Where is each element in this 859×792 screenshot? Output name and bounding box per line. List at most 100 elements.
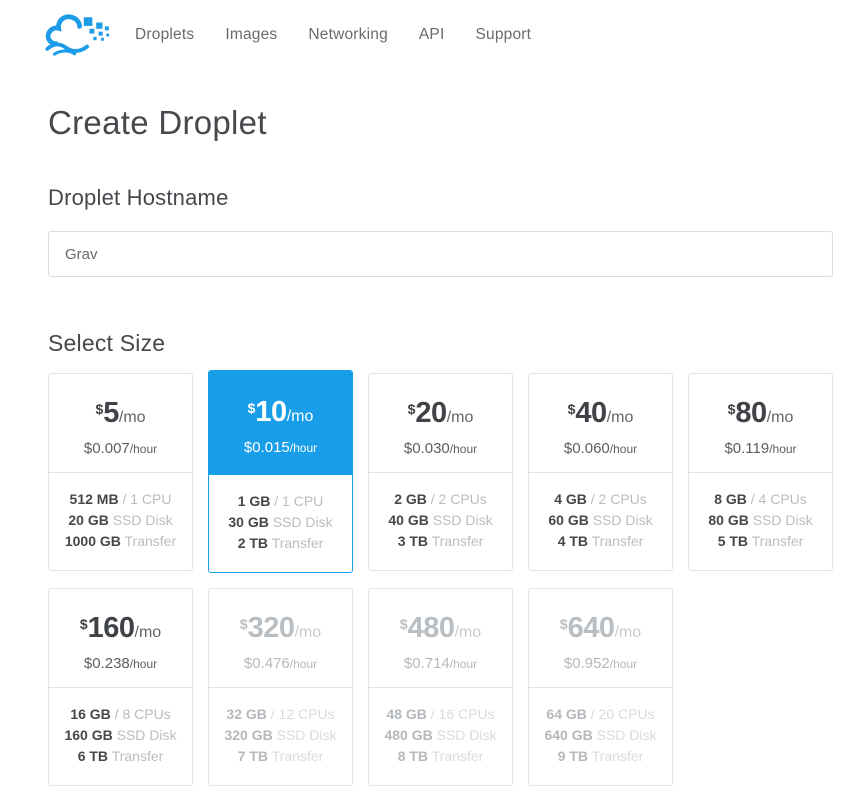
- spec-ram-cpu: 2 GB / 2 CPUs: [375, 489, 506, 510]
- price-period: /mo: [118, 409, 146, 426]
- nav-item-networking[interactable]: Networking: [308, 26, 388, 43]
- size-card[interactable]: $20/mo $0.030/hour 2 GB / 2 CPUs 40 GB S…: [368, 373, 513, 571]
- spec-value: 5 TB: [717, 533, 749, 549]
- hourly-amount: $0.119: [724, 440, 770, 457]
- hourly-amount: $0.007: [83, 440, 130, 457]
- spec-transfer: 1000 GB Transfer: [55, 531, 186, 552]
- hourly-price: $0.015/hour: [209, 439, 352, 457]
- monthly-price: $320/mo: [209, 613, 352, 648]
- size-card[interactable]: $80/mo $0.119/hour 8 GB / 4 CPUs 80 GB S…: [688, 373, 833, 571]
- price-amount: 20: [415, 397, 447, 429]
- hourly-price: $0.714/hour: [369, 655, 512, 673]
- spec-disk: 60 GB SSD Disk: [535, 510, 666, 531]
- hourly-period: /hour: [129, 442, 158, 456]
- spec-label: SSD Disk: [272, 514, 333, 530]
- size-card[interactable]: $10/mo $0.015/hour 1 GB / 1 CPU 30 GB SS…: [208, 370, 353, 573]
- spec-value: 6 TB: [77, 748, 109, 764]
- wave-icon: [45, 42, 90, 53]
- spec-label: Transfer: [111, 748, 164, 764]
- hourly-period: /hour: [289, 441, 318, 455]
- price-period: /mo: [134, 624, 162, 641]
- price-period: /mo: [614, 624, 642, 641]
- monthly-price: $5/mo: [49, 398, 192, 433]
- price-amount: 10: [255, 396, 287, 428]
- size-card[interactable]: $160/mo $0.238/hour 16 GB / 8 CPUs 160 G…: [48, 588, 193, 786]
- price-period: /mo: [766, 409, 794, 426]
- spec-label: / 4 CPUs: [750, 491, 807, 507]
- size-price-area: $20/mo $0.030/hour: [369, 374, 512, 472]
- hourly-amount: $0.060: [563, 440, 610, 457]
- hourly-price: $0.952/hour: [529, 655, 672, 673]
- size-price-area: $320/mo $0.476/hour: [209, 589, 352, 687]
- spec-label: Transfer: [431, 748, 484, 764]
- monthly-price: $80/mo: [689, 398, 832, 433]
- spec-value: 3 TB: [397, 533, 429, 549]
- hourly-period: /hour: [609, 442, 638, 456]
- spec-label: / 2 CPUs: [590, 491, 647, 507]
- spec-disk: 320 GB SSD Disk: [215, 725, 346, 746]
- hostname-heading: Droplet Hostname: [48, 185, 229, 210]
- spec-value: 8 GB: [714, 491, 747, 507]
- price-period: /mo: [286, 408, 314, 425]
- currency-symbol: $: [407, 401, 416, 417]
- price-amount: 640: [567, 612, 615, 644]
- wave-icon-2: [52, 49, 77, 56]
- select-size-heading: Select Size: [48, 330, 166, 356]
- spec-value: 64 GB: [546, 706, 587, 722]
- spec-transfer: 2 TB Transfer: [215, 533, 346, 554]
- spec-value: 8 TB: [397, 748, 429, 764]
- size-specs: 32 GB / 12 CPUs 320 GB SSD Disk 7 TB Tra…: [209, 687, 352, 785]
- spec-label: / 12 CPUs: [270, 706, 335, 722]
- hostname-input[interactable]: [48, 231, 833, 277]
- top-nav-bar: Droplets Images Networking API Support: [0, 0, 859, 70]
- spec-label: SSD Disk: [276, 727, 337, 743]
- nav-item-api[interactable]: API: [418, 26, 445, 43]
- spec-label: Transfer: [431, 533, 484, 549]
- hourly-amount: $0.015: [243, 439, 290, 456]
- price-amount: 80: [735, 397, 767, 429]
- size-card[interactable]: $5/mo $0.007/hour 512 MB / 1 CPU 20 GB S…: [48, 373, 193, 571]
- hourly-price: $0.238/hour: [49, 655, 192, 673]
- spec-disk: 30 GB SSD Disk: [215, 512, 346, 533]
- spec-ram-cpu: 32 GB / 12 CPUs: [215, 704, 346, 725]
- spec-label: Transfer: [271, 748, 324, 764]
- spec-disk: 40 GB SSD Disk: [375, 510, 506, 531]
- size-specs: 16 GB / 8 CPUs 160 GB SSD Disk 6 TB Tran…: [49, 687, 192, 785]
- currency-symbol: $: [567, 401, 576, 417]
- page-title: Create Droplet: [48, 104, 267, 141]
- hourly-amount: $0.714: [403, 655, 450, 672]
- hourly-price: $0.119/hour: [689, 440, 832, 458]
- hourly-period: /hour: [609, 657, 638, 671]
- size-card: $640/mo $0.952/hour 64 GB / 20 CPUs 640 …: [528, 588, 673, 786]
- hourly-amount: $0.952: [563, 655, 610, 672]
- hourly-period: /hour: [289, 657, 318, 671]
- spec-label: / 16 CPUs: [430, 706, 495, 722]
- size-price-area: $5/mo $0.007/hour: [49, 374, 192, 472]
- currency-symbol: $: [559, 616, 568, 632]
- spec-value: 80 GB: [708, 512, 749, 528]
- spec-label: SSD Disk: [112, 512, 173, 528]
- spec-ram-cpu: 512 MB / 1 CPU: [55, 489, 186, 510]
- price-period: /mo: [606, 409, 634, 426]
- nav-item-droplets[interactable]: Droplets: [135, 26, 195, 43]
- spec-value: 512 MB: [69, 491, 119, 507]
- spec-disk: 640 GB SSD Disk: [535, 725, 666, 746]
- spec-ram-cpu: 16 GB / 8 CPUs: [55, 704, 186, 725]
- nav-item-support[interactable]: Support: [475, 26, 532, 43]
- size-card[interactable]: $40/mo $0.060/hour 4 GB / 2 CPUs 60 GB S…: [528, 373, 673, 571]
- spec-value: 4 GB: [554, 491, 587, 507]
- price-amount: 480: [407, 612, 455, 644]
- spec-value: 2 TB: [237, 535, 269, 551]
- currency-symbol: $: [95, 401, 104, 417]
- nav-item-images[interactable]: Images: [225, 26, 278, 43]
- size-specs: 8 GB / 4 CPUs 80 GB SSD Disk 5 TB Transf…: [689, 472, 832, 570]
- spec-value: 32 GB: [226, 706, 267, 722]
- spec-value: 2 GB: [394, 491, 427, 507]
- spec-ram-cpu: 1 GB / 1 CPU: [215, 491, 346, 512]
- hourly-price: $0.030/hour: [369, 440, 512, 458]
- size-specs: 2 GB / 2 CPUs 40 GB SSD Disk 3 TB Transf…: [369, 472, 512, 570]
- digitalocean-logo[interactable]: [44, 12, 112, 58]
- spec-value: 1000 GB: [64, 533, 121, 549]
- hourly-period: /hour: [769, 442, 797, 456]
- spec-label: SSD Disk: [432, 512, 493, 528]
